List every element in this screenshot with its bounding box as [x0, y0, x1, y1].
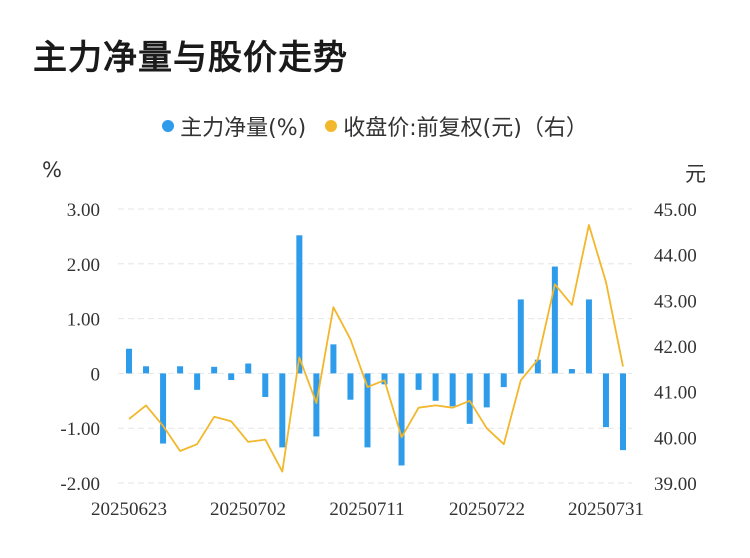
net-flow-bar — [620, 373, 626, 451]
net-flow-bar — [500, 373, 507, 388]
net-flow-bar — [194, 373, 201, 390]
net-flow-bar — [568, 369, 575, 374]
net-flow-bar — [279, 373, 286, 448]
right-axis-tick-label: 39.00 — [654, 474, 697, 495]
net-flow-bar — [415, 373, 422, 390]
net-flow-bar — [211, 366, 218, 374]
legend-marker-close-price — [325, 120, 338, 132]
net-flow-bar — [585, 299, 592, 374]
legend-label-net-flow: 主力净量(%) — [180, 116, 307, 141]
left-axis-tick-label: 3.00 — [67, 200, 100, 221]
net-flow-bar — [313, 373, 320, 437]
right-axis-tick-label: 45.00 — [654, 200, 697, 221]
net-flow-bar — [466, 373, 473, 424]
x-axis-tick-label: 20250702 — [210, 499, 286, 520]
net-flow-bar — [177, 366, 184, 374]
net-flow-bar — [432, 373, 439, 401]
net-flow-bar — [381, 373, 388, 385]
net-flow-bar — [398, 373, 405, 466]
x-axis-tick-label: 20250711 — [329, 499, 404, 520]
x-axis-tick-label: 20250731 — [568, 499, 644, 520]
legend-item-net-flow[interactable]: 主力净量(%) — [162, 110, 306, 142]
net-flow-bar — [228, 373, 235, 380]
net-flow-bar — [330, 344, 337, 374]
legend-marker-net-flow — [162, 120, 175, 132]
left-axis-tick-label: 0 — [91, 364, 101, 385]
net-flow-bar — [160, 373, 167, 444]
left-axis-tick-label: 1.00 — [67, 310, 100, 331]
right-axis-tick-label: 44.00 — [654, 246, 697, 267]
net-flow-bar — [347, 373, 354, 400]
net-flow-bar — [262, 373, 269, 397]
left-axis-unit: % — [42, 158, 62, 182]
legend-item-close-price[interactable]: 收盘价:前复权(元)（右） — [325, 110, 588, 142]
chart-title: 主力净量与股价走势 — [33, 38, 348, 78]
net-flow-bar — [245, 363, 252, 374]
net-flow-bar — [534, 359, 541, 374]
net-flow-bar — [517, 299, 524, 374]
right-axis-unit: 元 — [685, 162, 706, 186]
net-flow-bar — [602, 373, 609, 428]
left-axis-tick-label: -2.00 — [60, 474, 100, 495]
left-axis-tick-label: -1.00 — [60, 419, 100, 440]
right-axis-tick-label: 43.00 — [654, 291, 697, 312]
right-axis-tick-label: 41.00 — [654, 383, 697, 404]
net-flow-bar — [126, 348, 132, 374]
close-price-line — [128, 224, 624, 473]
net-flow-bar — [449, 373, 456, 407]
x-axis-tick-label: 20250722 — [449, 499, 525, 520]
right-axis-tick-label: 40.00 — [654, 428, 697, 449]
legend-label-close-price: 收盘价:前复权(元)（右） — [343, 116, 588, 141]
net-flow-bar — [483, 373, 490, 408]
legend: 主力净量(%) 收盘价:前复权(元)（右） — [0, 110, 750, 142]
right-axis-tick-label: 42.00 — [654, 337, 697, 358]
net-flow-bar — [143, 366, 150, 374]
net-flow-bar — [296, 235, 303, 374]
net-flow-bar — [364, 373, 371, 448]
left-axis-tick-label: 2.00 — [67, 255, 100, 276]
x-axis-tick-label: 20250623 — [91, 499, 167, 520]
net-flow-bar — [551, 266, 558, 374]
